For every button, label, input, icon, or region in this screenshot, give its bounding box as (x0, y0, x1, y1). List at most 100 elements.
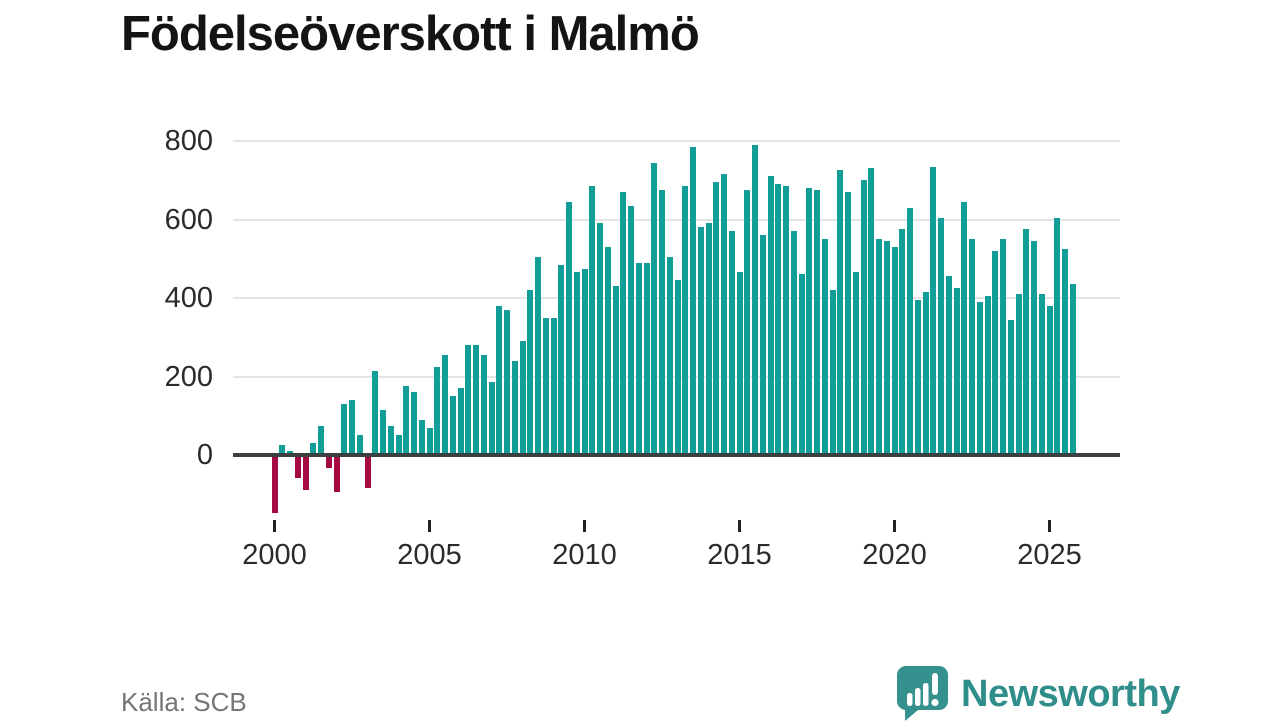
bar-2024-Q3 (1031, 241, 1037, 455)
chart-title: Födelseöverskott i Malmö (121, 7, 700, 61)
bar-2014-Q3 (721, 174, 727, 455)
bar-2000-Q2 (279, 445, 286, 455)
x-tick-mark-2010 (582, 520, 587, 532)
bar-2021-Q3 (938, 217, 944, 455)
bar-2001-Q1 (302, 456, 309, 490)
bar-2022-Q1 (953, 288, 960, 455)
bar-2013-Q2 (682, 186, 689, 455)
bar-2008-Q3 (535, 256, 541, 455)
bar-2022-Q3 (969, 239, 975, 455)
bar-2013-Q1 (674, 280, 681, 455)
bar-2006-Q2 (465, 345, 472, 455)
bar-2024-Q2 (1023, 229, 1030, 455)
bar-2004-Q4 (418, 419, 425, 455)
bar-2003-Q3 (380, 409, 386, 455)
gridline-y-800 (233, 140, 1120, 142)
x-tick-label-2020: 2020 (862, 539, 927, 571)
bar-2023-Q3 (1000, 239, 1006, 455)
bar-2012-Q1 (643, 262, 650, 455)
x-tick-mark-2005 (427, 520, 432, 532)
y-tick-label-0: 0 (196, 439, 213, 471)
bar-2006-Q1 (457, 388, 464, 455)
bar-2011-Q4 (635, 262, 642, 455)
bar-2008-Q4 (542, 317, 549, 455)
bar-2014-Q4 (728, 231, 735, 455)
bar-2010-Q4 (604, 246, 611, 455)
bar-2023-Q1 (984, 296, 991, 455)
bar-2020-Q2 (899, 229, 906, 455)
bar-2023-Q2 (992, 250, 999, 455)
bar-2019-Q3 (876, 239, 882, 455)
bar-2018-Q4 (852, 272, 859, 455)
bar-2018-Q1 (829, 290, 836, 455)
bar-2008-Q2 (527, 290, 534, 455)
bar-2023-Q4 (1007, 319, 1014, 455)
bar-2011-Q3 (628, 205, 634, 455)
bar-2015-Q2 (744, 190, 751, 455)
bar-2021-Q1 (922, 292, 929, 455)
bar-2020-Q1 (891, 246, 898, 455)
bar-2007-Q2 (496, 305, 503, 455)
bar-2015-Q4 (759, 235, 766, 455)
x-tick-mark-2000 (272, 520, 277, 532)
bar-2015-Q3 (752, 144, 758, 455)
bar-2010-Q1 (581, 268, 588, 455)
x-axis-line (233, 453, 1120, 457)
bar-2006-Q3 (473, 345, 479, 455)
bar-2009-Q4 (573, 272, 580, 455)
bar-2008-Q1 (519, 341, 526, 455)
bar-2001-Q2 (310, 443, 317, 455)
bar-2022-Q4 (976, 301, 983, 455)
bar-2015-Q1 (736, 272, 743, 455)
x-tick-label-2015: 2015 (707, 539, 772, 571)
bar-2016-Q4 (790, 231, 797, 455)
bar-2009-Q1 (550, 317, 557, 455)
bar-2016-Q2 (775, 184, 782, 455)
bar-2002-Q1 (333, 456, 340, 492)
bar-2004-Q1 (395, 435, 402, 455)
bar-2021-Q2 (930, 166, 937, 455)
bar-2017-Q4 (821, 239, 828, 455)
x-tick-label-2025: 2025 (1017, 539, 1082, 571)
bar-2012-Q2 (651, 162, 658, 455)
x-tick-label-2000: 2000 (242, 539, 307, 571)
bar-2012-Q4 (666, 256, 673, 455)
bar-2024-Q1 (1015, 294, 1022, 455)
bar-2020-Q4 (914, 299, 921, 455)
bar-2016-Q1 (767, 176, 774, 455)
brand-name: Newsworthy (961, 673, 1180, 715)
bar-2005-Q2 (434, 366, 441, 455)
bar-2011-Q1 (612, 286, 619, 455)
bar-2003-Q1 (364, 456, 371, 488)
bar-2019-Q1 (860, 180, 867, 455)
bar-2018-Q3 (845, 192, 851, 455)
bar-2025-Q2 (1054, 217, 1061, 455)
bar-2021-Q4 (945, 276, 952, 455)
bar-2000-Q1 (271, 456, 278, 514)
bar-2005-Q1 (426, 427, 433, 455)
bar-2007-Q1 (488, 382, 495, 455)
bar-2013-Q4 (697, 227, 704, 455)
bar-2000-Q4 (294, 456, 301, 479)
newsworthy-speech-bubble-chart-icon (895, 663, 951, 726)
y-tick-label-400: 400 (164, 282, 213, 314)
x-tick-label-2010: 2010 (552, 539, 617, 571)
x-tick-mark-2015 (737, 520, 742, 532)
bar-2013-Q3 (690, 146, 696, 455)
bar-2002-Q2 (341, 403, 348, 455)
bar-2019-Q2 (868, 168, 875, 455)
bar-2010-Q3 (597, 223, 603, 455)
bar-2017-Q2 (806, 188, 813, 455)
source-note: Källa: SCB (121, 687, 247, 717)
bar-2019-Q4 (883, 241, 890, 455)
bar-2001-Q4 (325, 456, 332, 469)
x-tick-mark-2025 (1047, 520, 1052, 532)
bar-2002-Q4 (356, 435, 363, 455)
x-tick-label-2005: 2005 (397, 539, 462, 571)
brand-logo: Newsworthy (895, 663, 1180, 726)
bar-2012-Q3 (659, 190, 665, 455)
bar-2009-Q2 (558, 264, 565, 455)
x-tick-mark-2020 (892, 520, 897, 532)
bar-2017-Q3 (814, 190, 820, 455)
bar-2014-Q2 (713, 182, 720, 455)
